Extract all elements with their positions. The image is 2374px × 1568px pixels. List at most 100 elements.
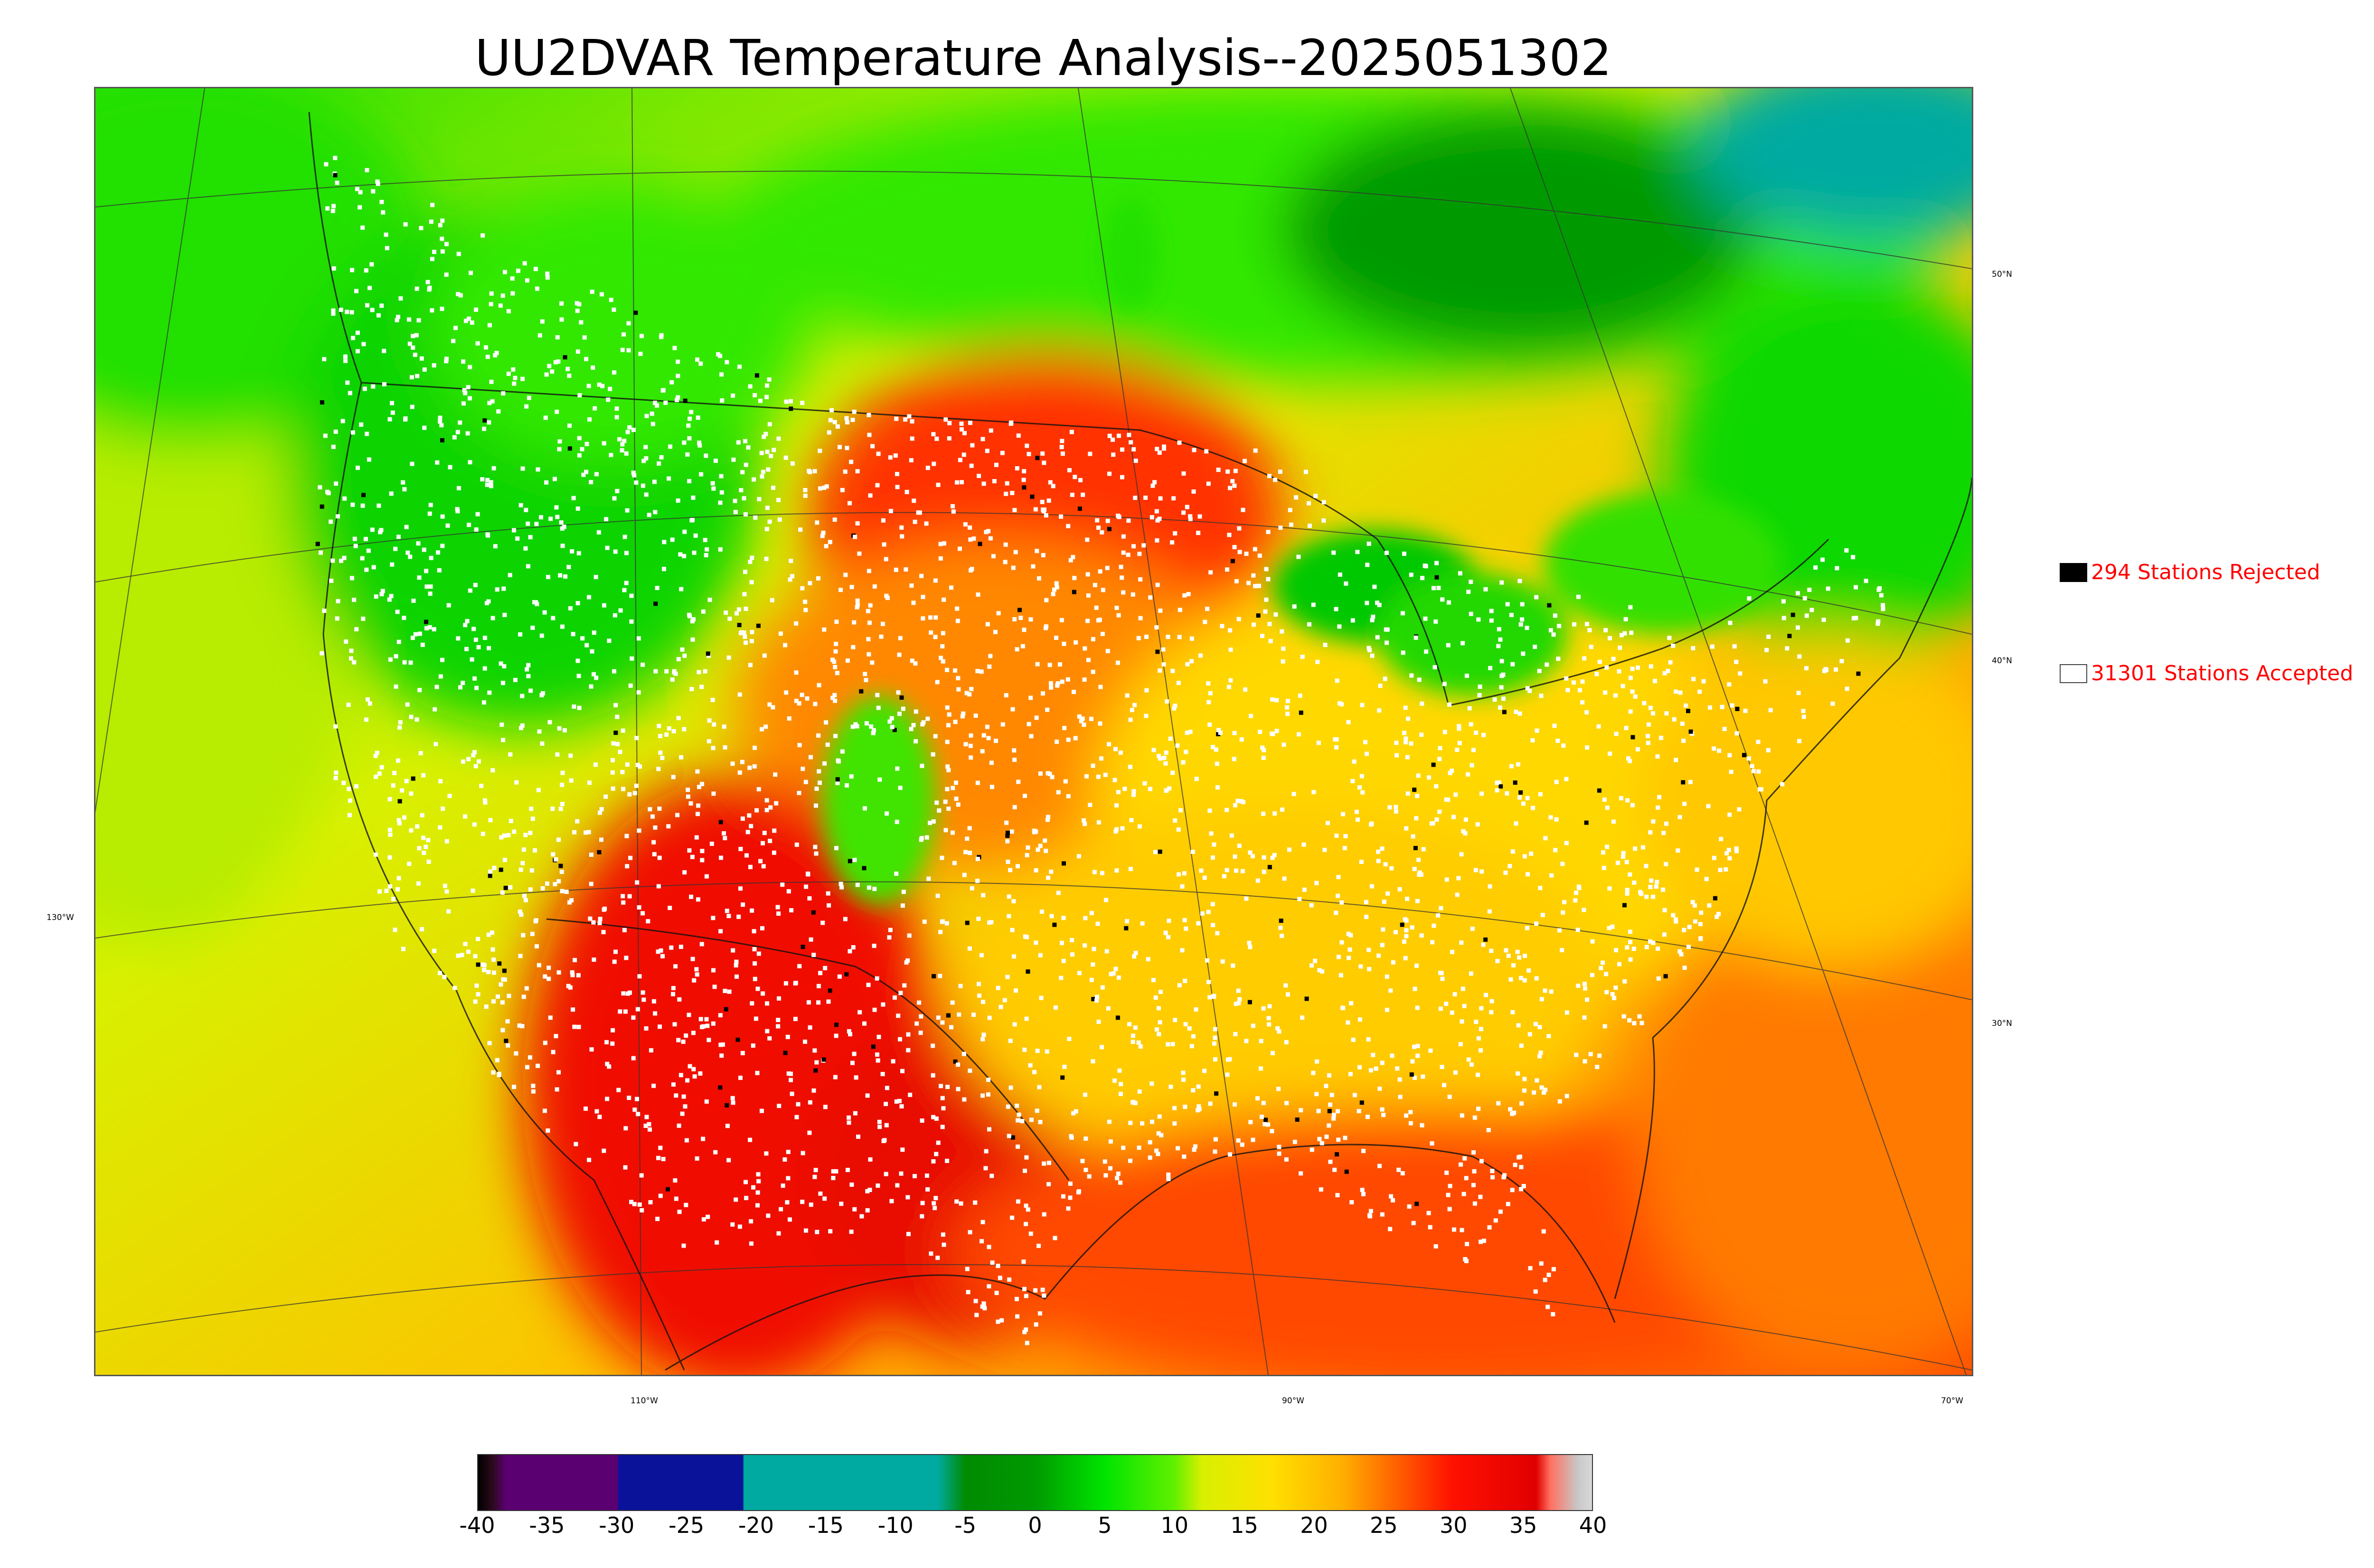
station-marker (1114, 606, 1119, 610)
station-marker (876, 451, 881, 456)
station-marker (956, 1087, 961, 1091)
station-marker (1142, 781, 1147, 786)
station-marker (1664, 711, 1669, 716)
station-marker (577, 393, 582, 398)
station-marker (446, 909, 451, 914)
station-marker (396, 639, 401, 644)
station-marker (351, 336, 355, 340)
station-marker (1342, 845, 1347, 850)
station-marker (530, 817, 535, 821)
station-marker (1267, 621, 1272, 626)
station-marker (798, 527, 803, 532)
station-marker (869, 724, 874, 729)
station-marker (1460, 986, 1465, 991)
station-marker (361, 342, 366, 347)
station-marker (1248, 945, 1253, 949)
station-marker (698, 1071, 703, 1076)
station-marker (1331, 1113, 1336, 1117)
station-marker (480, 832, 485, 836)
station-marker (624, 581, 629, 585)
station-marker (764, 526, 769, 531)
station-marker (884, 557, 888, 562)
station-marker (1376, 859, 1381, 864)
station-marker (505, 1019, 510, 1023)
station-marker (1365, 1115, 1370, 1119)
station-marker (1415, 1043, 1420, 1048)
station-marker (362, 386, 367, 391)
station-marker (696, 897, 700, 902)
station-marker (1621, 1014, 1626, 1019)
station-marker (969, 733, 973, 738)
station-marker (983, 1166, 988, 1171)
station-marker (1015, 647, 1019, 652)
station-marker (768, 838, 772, 843)
station-marker (1430, 1141, 1434, 1145)
station-marker (932, 461, 936, 466)
boundaries (308, 112, 1972, 1371)
station-marker (813, 845, 818, 849)
station-marker (377, 889, 382, 894)
station-marker (547, 364, 552, 368)
station-marker (1113, 747, 1118, 751)
station-marker (1638, 890, 1642, 894)
station-marker (690, 957, 695, 961)
station-marker (1751, 769, 1756, 773)
station-marker (854, 1075, 858, 1080)
station-marker (1720, 704, 1724, 709)
station-marker (1695, 867, 1699, 872)
station-marker (1038, 771, 1043, 776)
station-marker (1206, 910, 1211, 914)
station-marker (1495, 788, 1499, 793)
station-marker (1476, 1107, 1481, 1111)
station-marker (366, 548, 371, 553)
station-marker (1479, 1027, 1483, 1032)
station-marker (1382, 900, 1386, 904)
station-marker (1381, 927, 1385, 932)
station-marker (1299, 1171, 1303, 1176)
station-marker (1388, 1227, 1393, 1231)
station-marker (1220, 624, 1225, 629)
station-marker (462, 388, 467, 393)
station-marker (1121, 550, 1126, 555)
station-marker (818, 780, 822, 785)
station-marker (1206, 681, 1211, 685)
station-marker (514, 780, 519, 785)
station-marker (1628, 872, 1632, 877)
station-marker (493, 353, 498, 357)
station-marker (1296, 732, 1301, 737)
station-marker (867, 652, 871, 657)
station-marker (1496, 1101, 1501, 1106)
station-marker (1487, 909, 1492, 914)
station-marker (931, 432, 936, 437)
station-marker (734, 1197, 738, 1202)
station-marker (1096, 1019, 1101, 1024)
station-marker (1429, 821, 1434, 826)
station-marker (1525, 686, 1530, 691)
station-marker (828, 1229, 833, 1234)
station-marker (341, 780, 346, 785)
station-marker (1336, 875, 1341, 880)
station-marker (803, 779, 808, 784)
station-marker (1083, 646, 1087, 651)
station-marker (407, 317, 412, 322)
station-marker (1821, 618, 1826, 622)
station-marker (1517, 1155, 1521, 1160)
station-marker (442, 975, 447, 979)
station-marker (636, 636, 641, 641)
station-marker (1131, 447, 1136, 451)
station-marker (924, 521, 929, 526)
station-marker (1153, 995, 1158, 1000)
station-marker (1253, 448, 1258, 453)
station-marker (1211, 994, 1216, 998)
station-marker (884, 1172, 888, 1176)
station-marker (528, 831, 533, 835)
station-marker (711, 746, 716, 751)
station-marker (555, 752, 560, 757)
station-marker (533, 267, 538, 272)
station-marker (634, 480, 639, 485)
station-marker (1572, 680, 1576, 685)
station-marker (1017, 1112, 1021, 1117)
station-marker (951, 509, 956, 514)
station-marker (491, 999, 496, 1004)
station-marker (1187, 1026, 1192, 1031)
